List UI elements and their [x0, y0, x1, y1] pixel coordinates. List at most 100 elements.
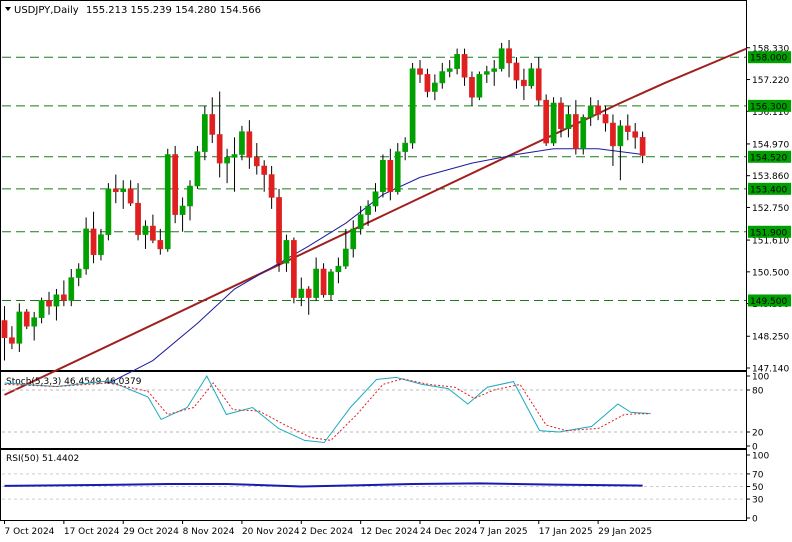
candle — [16, 303, 23, 352]
level-tags: 158.000 156.300 154.520 153.400 151.900 149.5… — [748, 51, 791, 307]
symbol-title: USDJPY,Daily — [14, 5, 79, 16]
price-tick-label: 147.140 — [752, 365, 789, 375]
level-tag — [748, 99, 791, 112]
candle — [61, 280, 67, 307]
candle — [164, 148, 171, 252]
candle — [595, 100, 601, 121]
candle — [602, 105, 609, 132]
candle — [246, 120, 253, 169]
candle — [157, 228, 164, 255]
stochastic-panel: 100 80 20 0 — [2, 373, 769, 453]
rsi-line — [4, 482, 643, 488]
rsi-tick-label: 0 — [752, 515, 758, 525]
stoch-tick-label: 80 — [752, 387, 764, 397]
candle — [587, 97, 594, 126]
candle — [498, 42, 505, 72]
price-tick-label: 153.860 — [752, 172, 789, 182]
time-tick-label: 12 Dec 2024 — [361, 527, 419, 537]
candle — [231, 137, 238, 192]
level-tag-label: 151.900 — [750, 228, 787, 238]
candle — [580, 114, 587, 155]
symbol-dropdown-icon[interactable] — [5, 7, 11, 11]
candle — [150, 214, 156, 244]
ma-path — [108, 148, 643, 384]
candle — [142, 220, 149, 249]
candle — [216, 91, 223, 178]
price-tick-label: 154.970 — [752, 140, 789, 150]
candle — [209, 97, 216, 144]
time-tick-label: 8 Nov 2024 — [183, 527, 235, 537]
rsi-panel: 100 70 50 30 0 — [2, 452, 769, 525]
candle — [409, 62, 416, 149]
panel-frames — [0, 0, 747, 521]
stoch-d-line — [4, 378, 651, 441]
time-axis: 7 Oct 2024 17 Oct 2024 29 Oct 2024 8 Nov 20… — [4, 520, 652, 537]
candle — [483, 65, 490, 83]
candle — [75, 263, 82, 287]
candle — [550, 97, 557, 146]
candle — [313, 257, 319, 301]
time-tick-label: 24 Dec 2024 — [420, 527, 478, 537]
time-tick-label: 20 Nov 2024 — [242, 527, 300, 537]
price-tick-label: 157.220 — [752, 76, 789, 86]
candle — [357, 206, 364, 235]
candle — [276, 188, 282, 272]
candle — [617, 120, 624, 181]
rsi-tick-label: 30 — [752, 496, 764, 506]
time-tick-label: 29 Oct 2024 — [123, 527, 179, 537]
candle — [632, 123, 639, 149]
candle — [53, 289, 60, 321]
candle — [372, 183, 379, 212]
candle — [461, 48, 468, 86]
candle — [305, 286, 312, 315]
candle — [528, 62, 535, 89]
candle — [432, 74, 438, 101]
candle — [365, 200, 371, 227]
level-tag — [748, 51, 791, 64]
level-tag-label: 156.300 — [750, 102, 787, 112]
candle — [298, 277, 305, 307]
candle — [172, 145, 179, 224]
price-tick-label: 151.610 — [752, 237, 789, 247]
candle — [639, 131, 646, 164]
candle — [469, 71, 475, 106]
candle — [90, 211, 97, 264]
level-tag-label: 153.400 — [750, 185, 787, 195]
stoch-tick-label: 20 — [752, 429, 764, 439]
time-tick-label: 29 Jan 2025 — [598, 527, 652, 537]
stoch-k-line — [4, 374, 651, 444]
level-tag — [748, 294, 791, 307]
candle — [521, 68, 527, 101]
candle — [68, 268, 75, 307]
candle — [127, 180, 134, 207]
candle — [135, 183, 141, 241]
candle — [454, 48, 460, 75]
level-tag — [748, 225, 791, 238]
candle — [350, 220, 357, 258]
candle — [31, 311, 38, 341]
level-tag-label: 154.520 — [750, 153, 787, 163]
candle — [335, 257, 342, 284]
candle — [9, 326, 15, 350]
trendline — [4, 47, 747, 396]
candle — [558, 97, 564, 138]
candle — [23, 309, 30, 330]
moving-average-line — [108, 148, 643, 384]
candle — [476, 71, 483, 101]
time-tick-label: 17 Jan 2025 — [539, 527, 593, 537]
candle — [380, 154, 386, 198]
candle — [506, 40, 512, 78]
candle — [446, 60, 453, 78]
candle — [624, 114, 631, 141]
candle — [239, 125, 245, 161]
price-tick-label: 148.250 — [752, 333, 789, 343]
time-tick-label: 7 Oct 2024 — [5, 527, 55, 537]
rsi-label: RSI(50) 51.4402 — [6, 454, 79, 464]
candle — [291, 237, 297, 304]
candle — [187, 180, 193, 221]
candle — [424, 68, 431, 98]
candle — [543, 94, 550, 146]
candle — [572, 100, 579, 155]
candle — [261, 160, 268, 192]
